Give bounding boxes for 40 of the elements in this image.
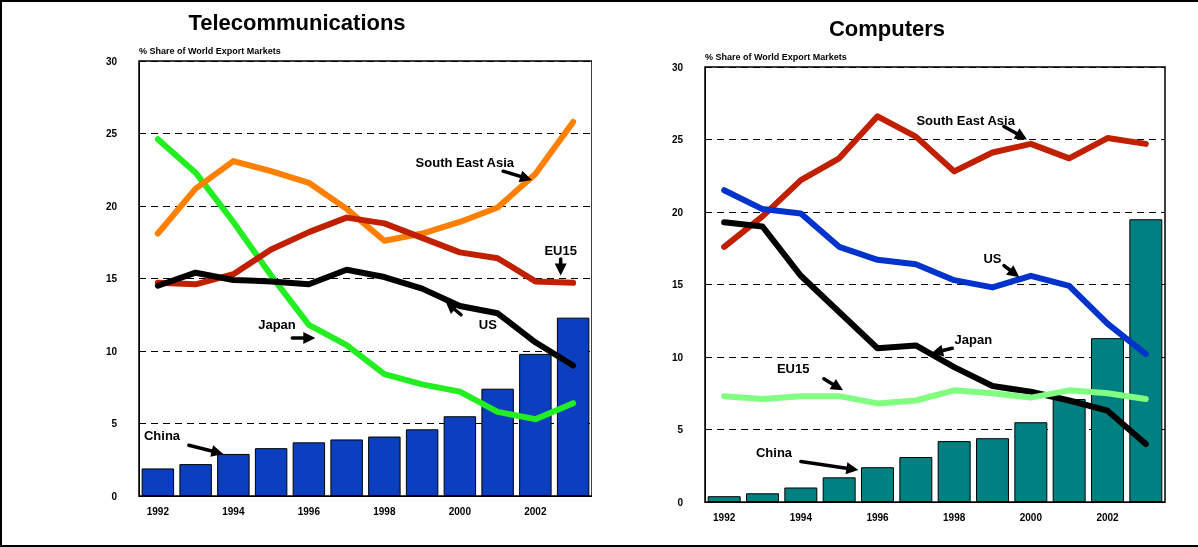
x-tick-label: 2002 xyxy=(1096,511,1120,523)
y-tick-label: 10 xyxy=(671,351,684,363)
y-tick-label: 15 xyxy=(671,279,684,290)
y-tick-label: 0 xyxy=(677,496,684,508)
y-tick-label: 25 xyxy=(105,128,118,139)
x-tick-label: 1992 xyxy=(713,511,736,523)
x-tick-label: 1998 xyxy=(943,511,966,523)
y-tick-label: 5 xyxy=(111,418,118,429)
chart-title: Telecommunications xyxy=(188,9,406,35)
y-tick-label: 30 xyxy=(105,55,118,67)
x-tick-label: 1994 xyxy=(222,505,245,517)
y-tick-label: 20 xyxy=(671,206,684,218)
series-label: South East Asia xyxy=(916,113,1016,129)
series-label: EU15 xyxy=(776,361,810,377)
x-tick-label: 2002 xyxy=(524,505,547,517)
series-label: Japan xyxy=(258,317,296,333)
x-tick-label: 1998 xyxy=(373,505,396,517)
series-label: US xyxy=(983,250,1002,266)
x-tick-label: 1996 xyxy=(866,511,890,523)
y-tick-label: 25 xyxy=(671,134,684,145)
y-tick-label: 0 xyxy=(111,490,118,502)
y-tick-label: 30 xyxy=(671,61,684,73)
y-axis-title: % Share of World Export Markets xyxy=(139,45,281,56)
x-tick-label: 1992 xyxy=(146,505,170,517)
x-tick-label: 2000 xyxy=(448,505,472,517)
x-tick-label: 1994 xyxy=(789,511,813,523)
x-tick-label: 1996 xyxy=(297,505,321,517)
series-label: Japan xyxy=(954,332,993,348)
chart-title: Computers xyxy=(828,15,946,41)
series-label: South East Asia xyxy=(415,155,515,170)
series-label: EU15 xyxy=(544,243,577,259)
series-label: China xyxy=(143,427,181,443)
y-tick-label: 10 xyxy=(105,345,118,357)
y-tick-label: 5 xyxy=(677,424,684,435)
x-tick-label: 2000 xyxy=(1019,511,1043,523)
text: China xyxy=(755,445,793,461)
series-label: US xyxy=(478,317,498,333)
y-tick-label: 15 xyxy=(105,273,118,284)
y-axis-title: % Share of World Export Markets xyxy=(705,51,847,62)
y-tick-label: 20 xyxy=(105,200,118,212)
